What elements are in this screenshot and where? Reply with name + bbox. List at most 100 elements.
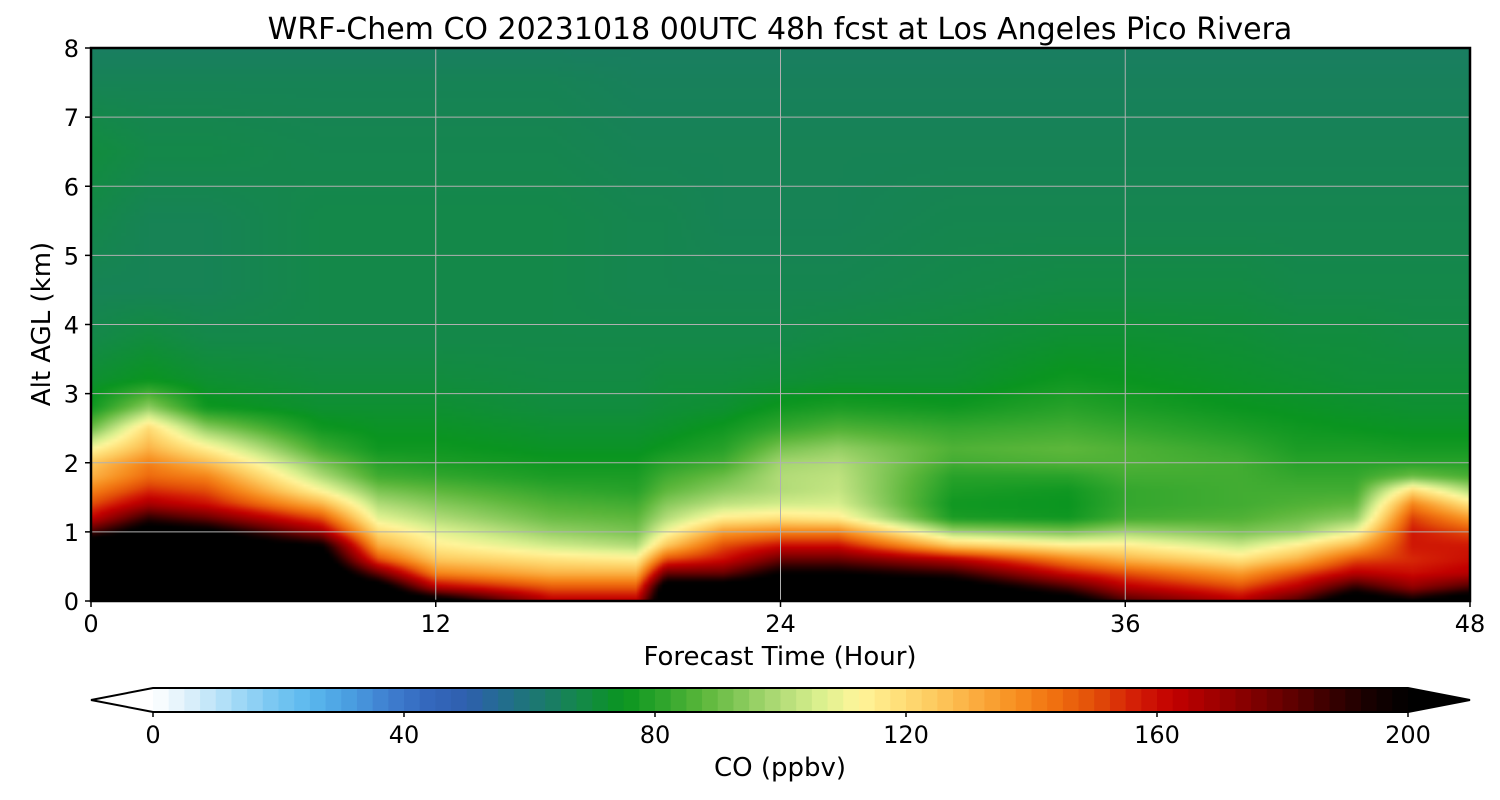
colorbar-segment (482, 688, 499, 712)
x-axis-ticks: 0 12 24 36 48 (83, 601, 1485, 638)
colorbar-segment (247, 688, 264, 712)
colorbar-segment (858, 688, 876, 712)
colorbar-segment (262, 688, 280, 712)
colorbar-segment (1188, 688, 1205, 712)
colorbar-segment (906, 688, 923, 712)
colorbar-segment (733, 688, 750, 712)
colorbar-segment (498, 688, 515, 712)
colorbar-segment (639, 688, 656, 712)
colorbar-segment (1219, 688, 1237, 712)
colorbar-segment (576, 688, 593, 712)
colorbar-tick-label: 40 (389, 721, 420, 749)
colorbar-max-extension (1408, 688, 1470, 712)
colorbar-segment (1047, 688, 1064, 712)
y-tick-label: 8 (64, 35, 79, 63)
colorbar-segment (1329, 688, 1346, 712)
colorbar-segment (1313, 688, 1331, 712)
chart-title: WRF-Chem CO 20231018 00UTC 48h fcst at L… (268, 12, 1293, 47)
y-tick-label: 0 (64, 588, 79, 616)
colorbar-segment (968, 688, 986, 712)
colorbar: 0 40 80 120 160 200 (90, 687, 1471, 749)
colorbar-segment (874, 688, 891, 712)
colorbar-segment (529, 688, 546, 712)
x-tick-label: 48 (1455, 610, 1486, 638)
colorbar-segment (435, 688, 452, 712)
colorbar-segment (372, 688, 389, 712)
colorbar-segment (1125, 688, 1142, 712)
colorbar-segment (1282, 688, 1299, 712)
colorbar-segment (1345, 688, 1362, 712)
colorbar-segment (592, 688, 609, 712)
y-tick-label: 6 (64, 173, 79, 201)
y-tick-label: 7 (64, 104, 79, 132)
colorbar-segment (278, 688, 295, 712)
colorbar-segment (356, 688, 374, 712)
colorbar-segment (749, 688, 766, 712)
colorbar-segment (607, 688, 625, 712)
colorbar-tick-label: 120 (883, 721, 929, 749)
colorbar-segment (670, 688, 687, 712)
colorbar-segment (764, 688, 782, 712)
y-tick-label: 1 (64, 519, 79, 547)
colorbar-segment (513, 688, 531, 712)
colorbar-tick-label: 160 (1134, 721, 1180, 749)
x-tick-label: 0 (83, 610, 98, 638)
colorbar-segment (388, 688, 405, 712)
colorbar-tick-label: 200 (1385, 721, 1431, 749)
colorbar-segment (984, 688, 1001, 712)
colorbar-segment (1298, 688, 1315, 712)
x-tick-label: 24 (765, 610, 796, 638)
colorbar-segment (702, 688, 719, 712)
colorbar-segment (1000, 688, 1017, 712)
colorbar-segment (1109, 688, 1127, 712)
colorbar-segment (717, 688, 735, 712)
colorbar-segment (953, 688, 970, 712)
colorbar-segment (153, 688, 170, 712)
colorbar-segment (451, 688, 468, 712)
colorbar-segment (325, 688, 342, 712)
colorbar-segment (780, 688, 797, 712)
colorbar-segment (1266, 688, 1284, 712)
colorbar-segment (655, 688, 672, 712)
colorbar-segment (1141, 688, 1158, 712)
colorbar-tick-label: 0 (145, 721, 160, 749)
colorbar-segment (466, 688, 484, 712)
colorbar-segment (1157, 688, 1174, 712)
colorbar-segment (341, 688, 358, 712)
colorbar-segment (1094, 688, 1111, 712)
colorbar-segment (1251, 688, 1268, 712)
colorbar-segment (1062, 688, 1080, 712)
y-axis-label: Alt AGL (km) (27, 242, 57, 406)
colorbar-segment (827, 688, 844, 712)
x-axis-label: Forecast Time (Hour) (643, 642, 916, 672)
colorbar-segment (937, 688, 954, 712)
colorbar-segment (890, 688, 907, 712)
colorbar-segment (309, 688, 327, 712)
colorbar-segment (404, 688, 421, 712)
colorbar-segment (294, 688, 311, 712)
colorbar-segment (796, 688, 813, 712)
colorbar-segment (843, 688, 860, 712)
colorbar-segment (1031, 688, 1048, 712)
x-tick-label: 36 (1110, 610, 1141, 638)
colorbar-segment (1078, 688, 1095, 712)
colorbar-segment (545, 688, 562, 712)
colorbar-segment (1015, 688, 1033, 712)
colorbar-segment (168, 688, 185, 712)
y-tick-label: 3 (64, 381, 79, 409)
colorbar-segment (200, 688, 217, 712)
colorbar-label: CO (ppbv) (714, 753, 846, 783)
colorbar-segment (1204, 688, 1221, 712)
colorbar-segment (215, 688, 233, 712)
colorbar-segment (1376, 688, 1393, 712)
y-tick-label: 4 (64, 312, 79, 340)
colorbar-segment (921, 688, 938, 712)
colorbar-segment (623, 688, 640, 712)
colorbar-segment (1360, 688, 1378, 712)
y-tick-label: 5 (64, 242, 79, 270)
colorbar-segment (231, 688, 248, 712)
colorbar-segment (560, 688, 578, 712)
colorbar-segment (686, 688, 703, 712)
colorbar-segment (811, 688, 829, 712)
